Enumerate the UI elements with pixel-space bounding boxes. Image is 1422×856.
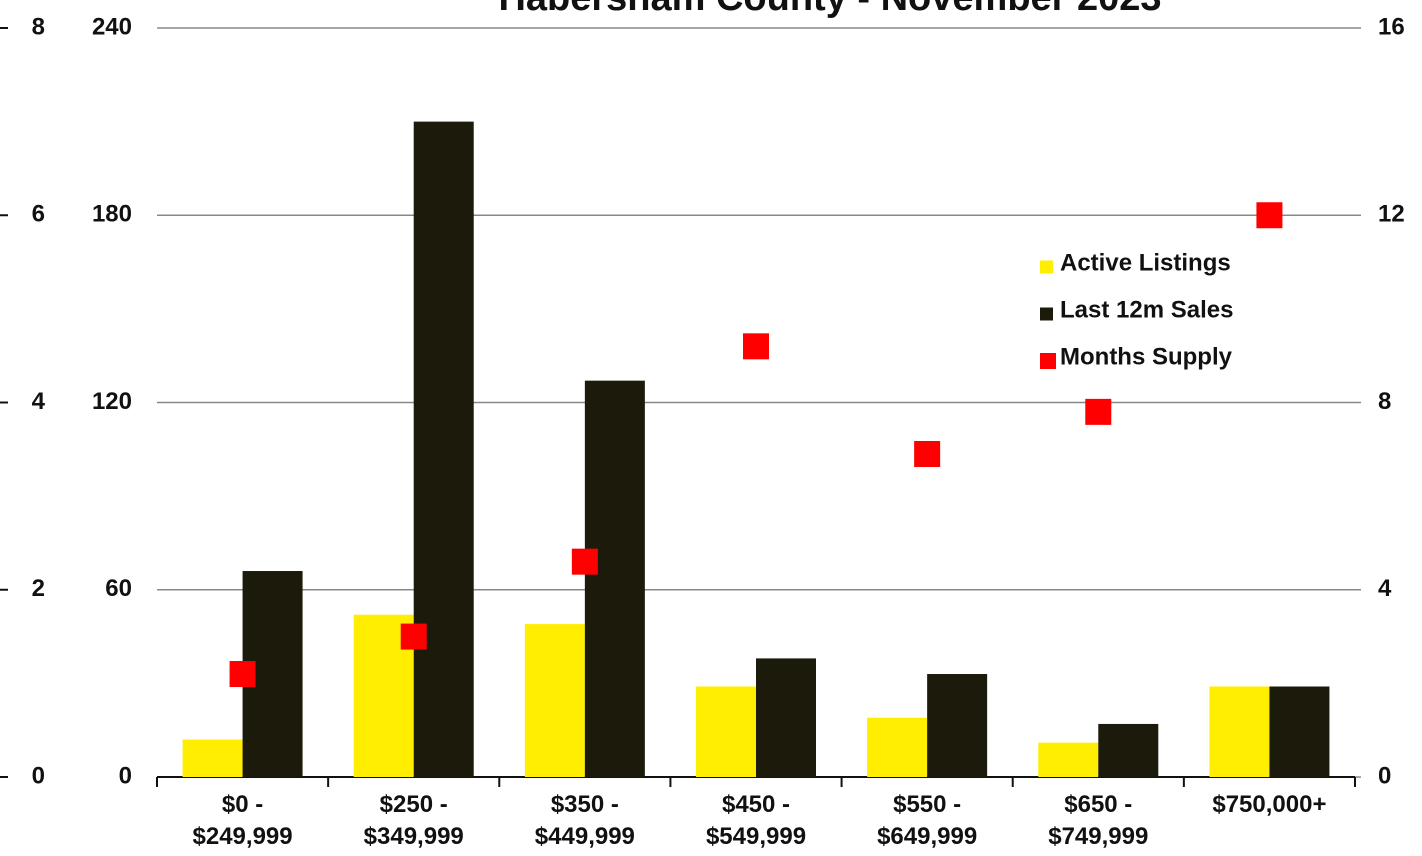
bar [696, 686, 756, 777]
bar [524, 624, 585, 777]
x-tick-line: $549,999 [706, 823, 806, 850]
y-tick-label: 240 [92, 13, 132, 40]
x-tick-line: $650 - [1064, 791, 1132, 818]
x-tick-line: $250 - [380, 791, 448, 818]
x-tick-line: $750,000+ [1212, 791, 1326, 818]
y3-tick-label: 8 [32, 13, 45, 40]
x-tick-line: $550 - [893, 791, 961, 818]
bar [1269, 686, 1330, 777]
legend-swatch [1040, 260, 1053, 274]
x-tick-label: $650 - $749,999 [1048, 791, 1148, 850]
y3-tick-label: 2 [32, 575, 45, 602]
y2-tick-label: 8 [1378, 388, 1391, 415]
y-tick-label: 180 [92, 201, 132, 228]
bar [584, 380, 645, 777]
chart-title: Habersham County - November 2023 [498, 0, 1161, 19]
x-tick-label: $450 - $549,999 [706, 791, 806, 850]
x-tick-line: $749,999 [1048, 823, 1148, 850]
y-tick-label: 120 [92, 388, 132, 415]
x-tick-label: $750,000+ [1212, 791, 1326, 818]
point [571, 548, 598, 575]
x-tick-label: $0 - $249,999 [193, 791, 293, 850]
x-tick-label: $250 - $349,999 [364, 791, 464, 850]
legend-label: Last 12m Sales [1060, 296, 1233, 323]
legend-label: Active Listings [1060, 249, 1231, 276]
point [743, 333, 769, 360]
x-tick-line: $0 - [222, 791, 263, 818]
bar [182, 739, 243, 777]
x-tick-line: $349,999 [364, 823, 464, 850]
y2-tick-label: 4 [1378, 575, 1392, 602]
legend-swatch [1040, 353, 1056, 369]
y2-tick-label: 0 [1378, 762, 1391, 789]
x-tick-label: $550 - $649,999 [877, 791, 977, 850]
legend-swatch [1040, 307, 1053, 321]
x-tick-line: $649,999 [877, 823, 977, 850]
point [914, 440, 941, 467]
x-tick-label: $350 - $449,999 [535, 791, 635, 850]
y3-tick-label: 4 [32, 388, 46, 415]
bar [413, 121, 474, 777]
y3-tick-label: 6 [32, 201, 45, 228]
legend-label: Months Supply [1060, 343, 1233, 370]
bar [1038, 742, 1099, 777]
point [400, 623, 427, 650]
x-tick-line: $350 - [551, 791, 619, 818]
bar [867, 717, 928, 777]
point [1256, 202, 1283, 229]
bar [1209, 686, 1270, 777]
bar [1098, 723, 1159, 777]
point [229, 661, 256, 688]
y2-tick-label: 12 [1378, 201, 1405, 228]
point [1085, 398, 1112, 425]
y-tick-label: 0 [119, 762, 132, 789]
x-tick-line: $449,999 [535, 823, 635, 850]
y2-tick-label: 16 [1378, 13, 1405, 40]
x-tick-line: $450 - [722, 791, 790, 818]
bar [756, 658, 816, 777]
y3-tick-label: 0 [32, 762, 45, 789]
y-tick-label: 60 [105, 575, 132, 602]
x-tick-line: $249,999 [193, 823, 293, 850]
bar [927, 674, 988, 777]
